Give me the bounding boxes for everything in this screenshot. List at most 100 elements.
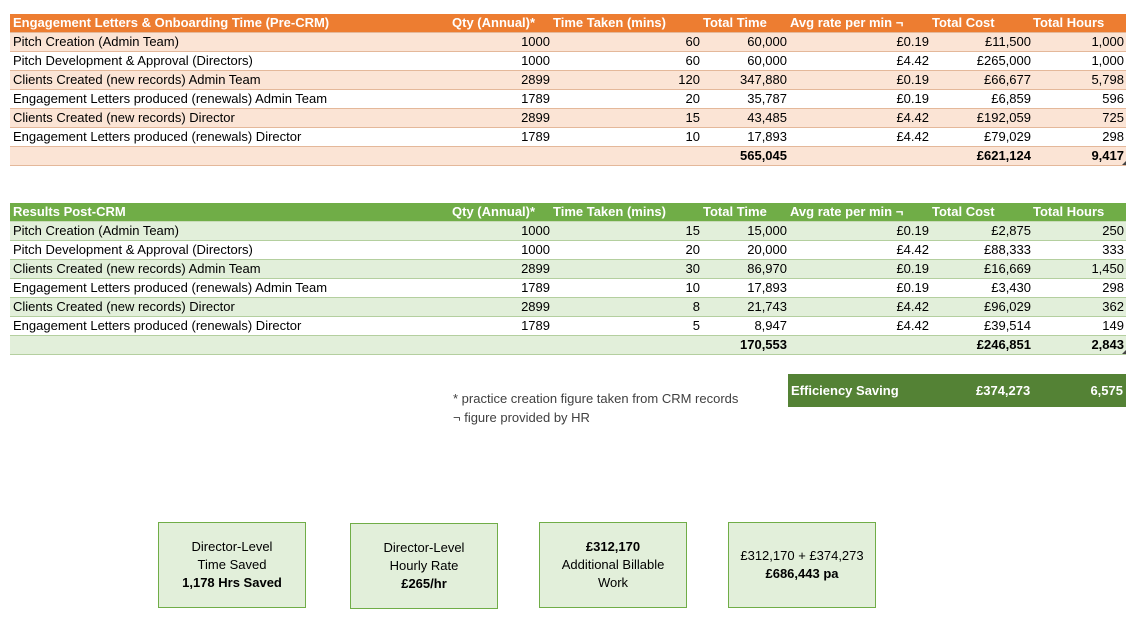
cell[interactable]: 86,970 xyxy=(747,261,787,276)
cell[interactable]: £4.42 xyxy=(896,129,929,144)
cell[interactable]: £16,669 xyxy=(984,261,1031,276)
cell[interactable]: 17,893 xyxy=(747,129,787,144)
cell[interactable]: 1789 xyxy=(521,318,550,333)
cell[interactable]: £39,514 xyxy=(984,318,1031,333)
cell[interactable]: 2899 xyxy=(521,299,550,314)
cell[interactable]: 2899 xyxy=(521,261,550,276)
header-cell[interactable]: Total Hours xyxy=(1033,204,1105,219)
cell[interactable]: 17,893 xyxy=(747,280,787,295)
cell[interactable]: £2,875 xyxy=(991,223,1031,238)
cell[interactable]: £0.19 xyxy=(896,223,929,238)
header-cell[interactable]: Qty (Annual)* xyxy=(452,204,536,219)
cell[interactable]: £0.19 xyxy=(896,91,929,106)
cell[interactable]: 15,000 xyxy=(747,223,787,238)
cell[interactable]: 2899 xyxy=(521,110,550,125)
cell[interactable]: 120 xyxy=(678,72,700,87)
cell[interactable]: 60,000 xyxy=(747,53,787,68)
cell[interactable]: 250 xyxy=(1102,223,1124,238)
total-time-cell[interactable]: 170,553 xyxy=(740,337,787,352)
header-cell[interactable]: Engagement Letters & Onboarding Time (Pr… xyxy=(13,15,330,30)
cell[interactable]: £4.42 xyxy=(896,53,929,68)
cell[interactable]: 10 xyxy=(685,280,700,295)
cell[interactable]: £0.19 xyxy=(896,72,929,87)
cell[interactable]: 1000 xyxy=(521,242,550,257)
cell[interactable]: 2899 xyxy=(521,72,550,87)
cell[interactable]: 20,000 xyxy=(747,242,787,257)
cell[interactable]: 10 xyxy=(685,129,700,144)
total-cost-cell[interactable]: £621,124 xyxy=(976,148,1031,163)
cell[interactable]: 1789 xyxy=(521,280,550,295)
cell[interactable]: Pitch Development & Approval (Directors) xyxy=(13,242,253,257)
cell[interactable]: Engagement Letters produced (renewals) A… xyxy=(13,280,328,295)
cell[interactable]: £3,430 xyxy=(991,280,1031,295)
cell[interactable]: 8,947 xyxy=(754,318,787,333)
header-cell[interactable]: Qty (Annual)* xyxy=(452,15,536,30)
cell[interactable]: 8 xyxy=(692,299,700,314)
total-cost-cell[interactable]: £246,851 xyxy=(976,337,1031,352)
cell[interactable]: 1,000 xyxy=(1091,53,1124,68)
header-cell[interactable]: Total Time xyxy=(703,15,767,30)
header-cell[interactable]: Total Hours xyxy=(1033,15,1105,30)
cell[interactable]: 60 xyxy=(685,34,700,49)
header-cell[interactable]: Results Post-CRM xyxy=(13,204,126,219)
header-cell[interactable]: Total Cost xyxy=(932,204,995,219)
cell[interactable]: Clients Created (new records) Director xyxy=(13,299,235,314)
efficiency-cost[interactable]: £374,273 xyxy=(976,383,1031,398)
cell[interactable]: 15 xyxy=(685,223,700,238)
total-time-cell[interactable]: 565,045 xyxy=(740,148,787,163)
cell[interactable]: 20 xyxy=(685,242,700,257)
cell[interactable]: 21,743 xyxy=(747,299,787,314)
header-cell[interactable]: Avg rate per min ¬ xyxy=(790,15,904,30)
cell[interactable]: £4.42 xyxy=(896,318,929,333)
cell[interactable]: 60,000 xyxy=(747,34,787,49)
header-cell[interactable]: Total Time xyxy=(703,204,767,219)
cell[interactable]: 347,880 xyxy=(740,72,787,87)
cell[interactable]: £4.42 xyxy=(896,299,929,314)
cell[interactable]: 60 xyxy=(685,53,700,68)
efficiency-label[interactable]: Efficiency Saving xyxy=(791,383,899,398)
cell[interactable]: £11,500 xyxy=(984,34,1031,49)
cell[interactable]: £66,677 xyxy=(984,72,1031,87)
header-cell[interactable]: Total Cost xyxy=(932,15,995,30)
cell[interactable]: £79,029 xyxy=(984,129,1031,144)
cell[interactable]: Pitch Development & Approval (Directors) xyxy=(13,53,253,68)
cell[interactable]: Clients Created (new records) Admin Team xyxy=(13,72,261,87)
cell[interactable]: 35,787 xyxy=(747,91,787,106)
cell[interactable]: 1,450 xyxy=(1091,261,1124,276)
cell[interactable]: Pitch Creation (Admin Team) xyxy=(13,34,179,49)
cell[interactable]: Engagement Letters produced (renewals) A… xyxy=(13,91,328,106)
header-cell[interactable]: Time Taken (mins) xyxy=(553,204,666,219)
cell[interactable]: Engagement Letters produced (renewals) D… xyxy=(13,129,302,144)
summary-box-hourly-rate[interactable]: Director-Level Hourly Rate £265/hr xyxy=(350,523,498,609)
cell[interactable]: 5,798 xyxy=(1091,72,1124,87)
cell[interactable]: £4.42 xyxy=(896,110,929,125)
total-hours-cell[interactable]: 9,417 xyxy=(1091,148,1124,163)
cell[interactable]: 725 xyxy=(1102,110,1124,125)
cell[interactable]: 149 xyxy=(1102,318,1124,333)
table-resize-handle[interactable] xyxy=(1122,161,1126,165)
header-cell[interactable]: Time Taken (mins) xyxy=(553,15,666,30)
cell[interactable]: 5 xyxy=(692,318,700,333)
total-hours-cell[interactable]: 2,843 xyxy=(1091,337,1124,352)
cell[interactable]: £192,059 xyxy=(976,110,1031,125)
table-resize-handle[interactable] xyxy=(1122,350,1126,354)
cell[interactable]: 15 xyxy=(685,110,700,125)
cell[interactable]: Clients Created (new records) Admin Team xyxy=(13,261,261,276)
cell[interactable]: £0.19 xyxy=(896,261,929,276)
cell[interactable]: 1000 xyxy=(521,34,550,49)
cell[interactable]: £0.19 xyxy=(896,280,929,295)
cell[interactable]: 1789 xyxy=(521,91,550,106)
summary-box-billable-work[interactable]: £312,170 Additional Billable Work xyxy=(539,522,687,608)
cell[interactable]: 1000 xyxy=(521,223,550,238)
cell[interactable]: 333 xyxy=(1102,242,1124,257)
cell[interactable]: Pitch Creation (Admin Team) xyxy=(13,223,179,238)
cell[interactable]: 298 xyxy=(1102,129,1124,144)
cell[interactable]: 1,000 xyxy=(1091,34,1124,49)
cell[interactable]: 20 xyxy=(685,91,700,106)
cell[interactable]: £265,000 xyxy=(976,53,1031,68)
cell[interactable]: 30 xyxy=(685,261,700,276)
efficiency-hours[interactable]: 6,575 xyxy=(1090,383,1123,398)
cell[interactable]: 362 xyxy=(1102,299,1124,314)
cell[interactable]: Clients Created (new records) Director xyxy=(13,110,235,125)
summary-box-total[interactable]: £312,170 + £374,273 £686,443 pa xyxy=(728,522,876,608)
